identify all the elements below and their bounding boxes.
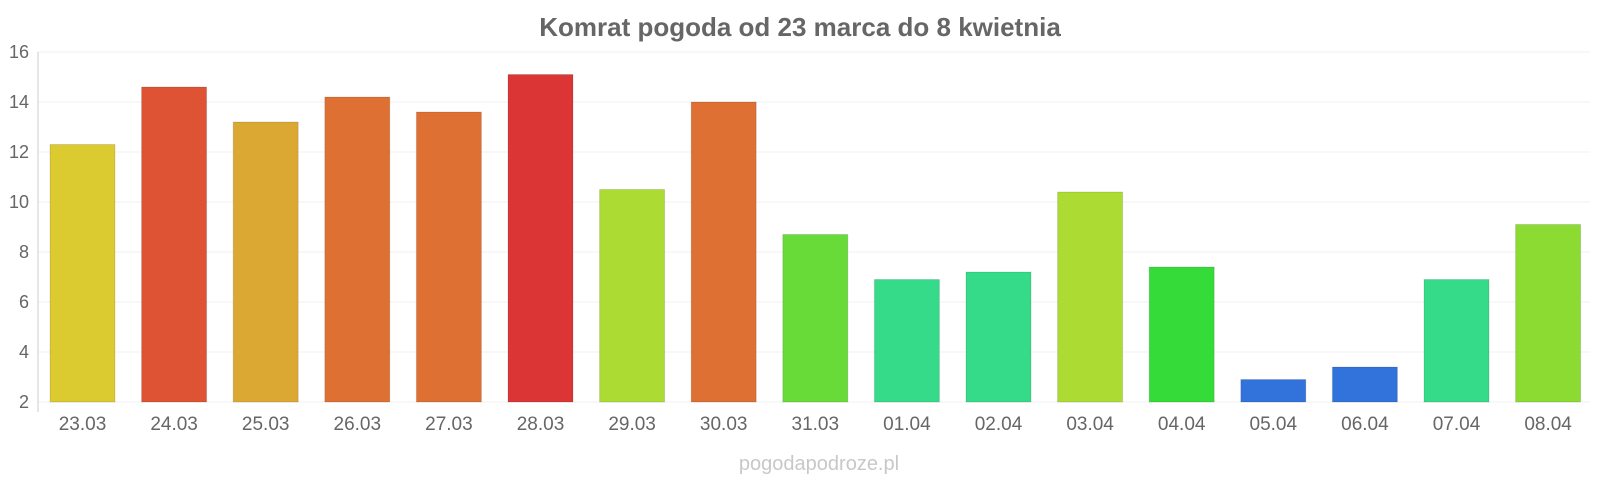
- bar-29-03: [599, 189, 666, 403]
- x-category-label: 25.03: [242, 414, 290, 435]
- x-category-label: 03.04: [1066, 414, 1114, 435]
- x-category-label: 30.03: [700, 414, 748, 435]
- x-category-label: 28.03: [517, 414, 565, 435]
- x-category-label: 23.03: [59, 414, 107, 435]
- watermark: pogodapodroze.pl: [739, 453, 899, 475]
- x-category-label: 08.04: [1524, 414, 1572, 435]
- y-axis-tick-labels: 2 4 6 8 10 12 14 16: [9, 42, 29, 412]
- bar-28-03: [507, 74, 574, 403]
- x-category-label: 05.04: [1250, 414, 1298, 435]
- x-category-label: 27.03: [425, 414, 473, 435]
- x-category-label: 31.03: [792, 414, 840, 435]
- x-category-label: 24.03: [150, 414, 198, 435]
- bar-27-03: [415, 111, 482, 403]
- bar-07-04: [1423, 279, 1490, 403]
- y-tick-label: 14: [9, 92, 29, 112]
- bar-02-04: [965, 271, 1032, 403]
- bar-08-04: [1515, 224, 1582, 403]
- y-tick-label: 12: [9, 142, 29, 162]
- chart-title: Komrat pogoda od 23 marca do 8 kwietnia: [539, 12, 1061, 42]
- bar-03-04: [1057, 191, 1124, 403]
- x-category-label: 02.04: [975, 414, 1023, 435]
- bar-31-03: [782, 234, 849, 403]
- bar-26-03: [324, 96, 391, 403]
- x-axis-category-labels: 23.03 24.03 25.03 26.03 27.03 28.03 29.03 30.03…: [59, 414, 1573, 435]
- x-category-label: 26.03: [334, 414, 382, 435]
- bar-24-03: [141, 86, 208, 403]
- x-category-label: 06.04: [1341, 414, 1389, 435]
- x-category-label: 04.04: [1158, 414, 1206, 435]
- bar-05-04: [1240, 379, 1307, 403]
- y-tick-label: 10: [9, 192, 29, 212]
- y-tick-label: 4: [19, 342, 29, 362]
- bar-01-04: [873, 279, 940, 403]
- x-category-label: 29.03: [608, 414, 656, 435]
- x-category-label: 01.04: [883, 414, 931, 435]
- bar-06-04: [1331, 366, 1398, 403]
- bar-25-03: [232, 121, 299, 403]
- bars: [49, 74, 1582, 403]
- y-tick-label: 2: [19, 392, 29, 412]
- bar-04-04: [1148, 266, 1215, 403]
- bar-23-03: [49, 144, 116, 403]
- y-tick-label: 8: [19, 242, 29, 262]
- y-tick-label: 16: [9, 42, 29, 62]
- x-category-label: 07.04: [1433, 414, 1481, 435]
- y-tick-label: 6: [19, 292, 29, 312]
- bar-30-03: [690, 101, 757, 403]
